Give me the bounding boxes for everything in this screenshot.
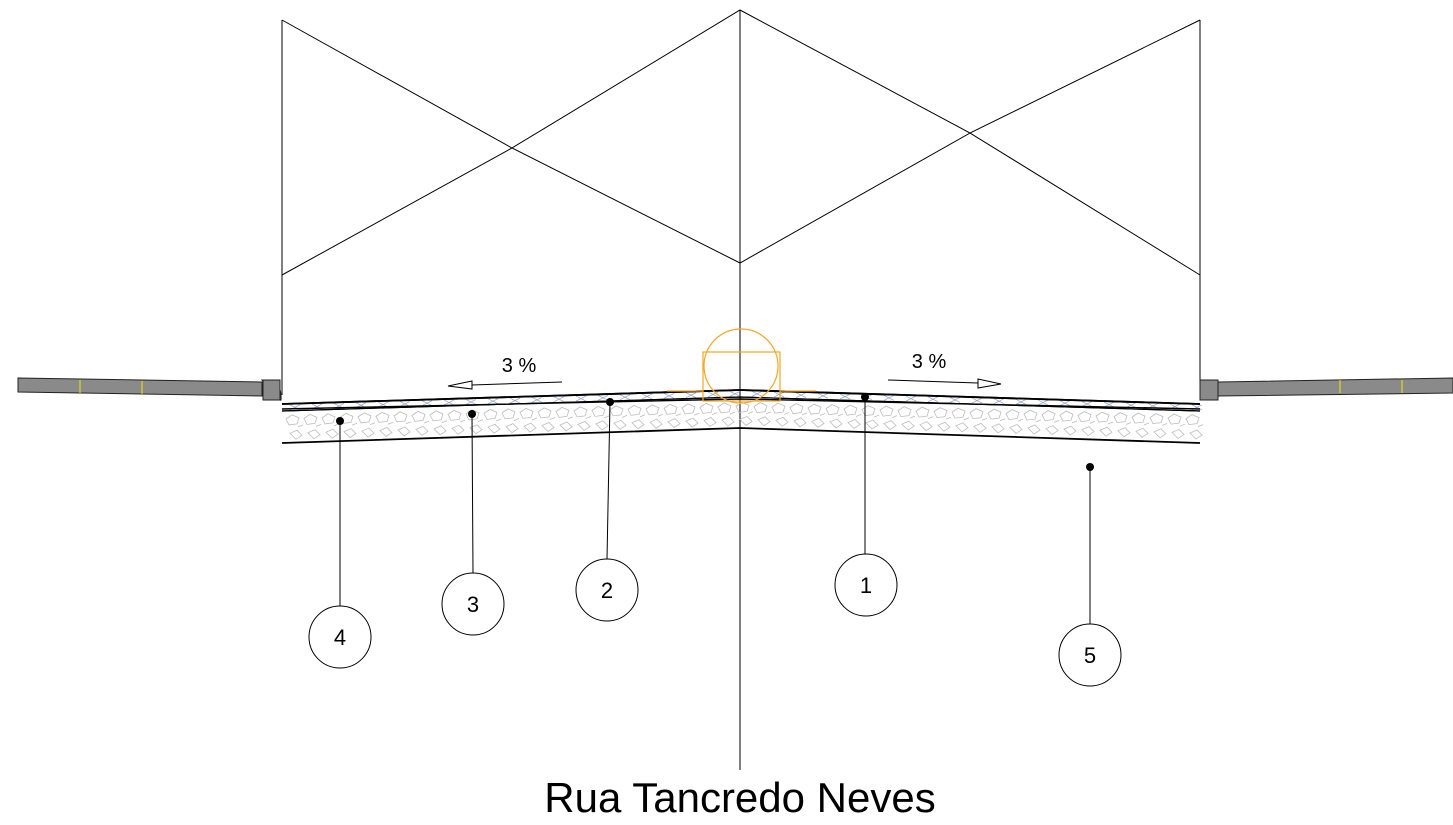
callout-4-number: 4 (334, 625, 346, 650)
base-subbase-boundary (281, 398, 1201, 410)
subgrade-line-v (281, 427, 1201, 444)
slope-right-label: 3 % (912, 351, 947, 373)
pavement-layers (281, 389, 1201, 444)
surface-line-v (281, 389, 1201, 405)
drawing-title: Rua Tancredo Neves (544, 774, 935, 820)
callout-2: 2 (575, 398, 639, 622)
callout-1-number: 1 (860, 573, 872, 598)
subbase-hatch (285, 401, 1204, 440)
callout-3: 3 (441, 410, 505, 636)
callout-1: 1 (834, 393, 898, 617)
callout-5-number: 5 (1084, 643, 1096, 668)
right-sidewalk (1217, 377, 1453, 397)
centerline-marker (667, 328, 816, 404)
slope-right: 3 % (887, 351, 1002, 389)
slope-left-label: 3 % (502, 355, 537, 377)
right-curb (1199, 379, 1219, 401)
slope-left: 3 % (447, 355, 563, 390)
callout-5: 5 (1058, 463, 1122, 687)
callout-2-number: 2 (601, 578, 613, 603)
callout-3-number: 3 (467, 592, 479, 617)
left-curb (260, 379, 282, 402)
left-sidewalk (17, 377, 263, 397)
callout-4: 4 (308, 417, 372, 669)
